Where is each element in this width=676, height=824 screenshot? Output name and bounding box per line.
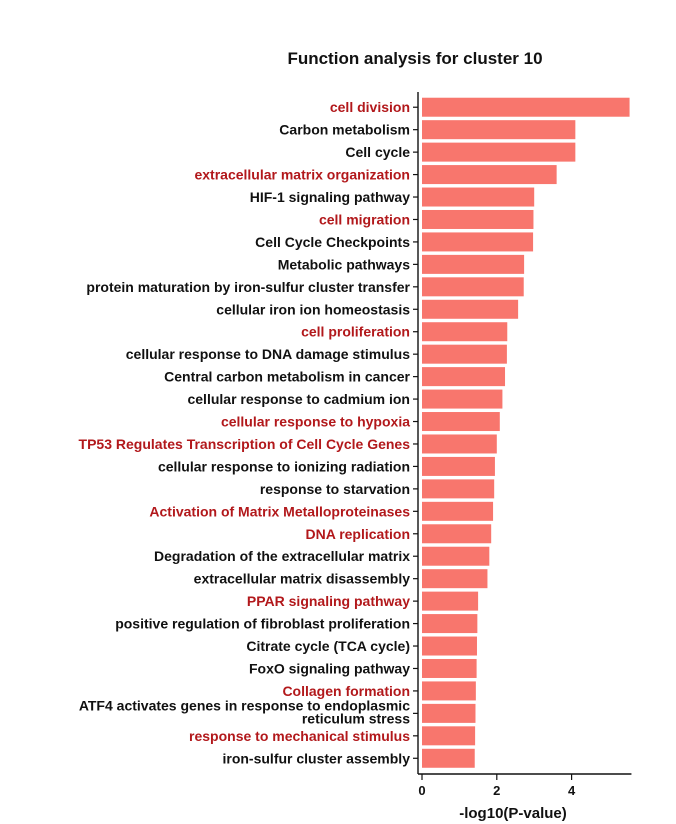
category-label: Degradation of the extracellular matrix <box>154 548 410 564</box>
category-label: ATF4 activates genes in response to endo… <box>79 697 410 726</box>
bar <box>422 591 479 611</box>
bar <box>422 322 508 342</box>
category-label: HIF-1 signaling pathway <box>250 189 410 205</box>
chart-title: Function analysis for cluster 10 <box>287 49 542 68</box>
category-label: Carbon metabolism <box>279 122 410 138</box>
category-label: cell proliferation <box>301 324 410 340</box>
x-tick-label: 0 <box>418 783 425 798</box>
category-label: extracellular matrix disassembly <box>194 571 411 587</box>
bar <box>422 209 534 229</box>
bar <box>422 658 477 678</box>
category-label: response to mechanical stimulus <box>189 728 410 744</box>
bar <box>422 479 495 499</box>
bar <box>422 299 519 319</box>
category-label: cellular response to hypoxia <box>221 414 410 430</box>
bar <box>422 681 476 701</box>
category-label: cellular iron ion homeostasis <box>216 301 410 317</box>
category-label: FoxO signaling pathway <box>249 660 410 676</box>
bar <box>422 165 557 185</box>
bar <box>422 232 534 252</box>
category-label: Central carbon metabolism in cancer <box>164 369 410 385</box>
bar <box>422 412 500 432</box>
bar <box>422 344 507 364</box>
bar <box>422 389 503 409</box>
category-label: cell migration <box>319 211 410 227</box>
bar <box>422 456 495 476</box>
category-label: cell division <box>330 99 410 115</box>
category-label: PPAR signaling pathway <box>247 593 410 609</box>
bar <box>422 120 576 140</box>
bar <box>422 748 475 768</box>
category-label: Cell Cycle Checkpoints <box>255 234 410 250</box>
bar <box>422 367 506 387</box>
bar <box>422 524 492 544</box>
category-label: Metabolic pathways <box>278 256 410 272</box>
category-label: Cell cycle <box>345 144 410 160</box>
bar <box>422 277 524 297</box>
bar <box>422 434 497 454</box>
x-tick-label: 2 <box>493 783 500 798</box>
category-label: extracellular matrix organization <box>194 167 410 183</box>
axes-group: 0 2 4 <box>413 92 632 798</box>
category-label: response to starvation <box>260 481 410 497</box>
x-axis-label: -log10(P-value) <box>459 805 567 822</box>
bar <box>422 187 535 207</box>
bar <box>422 569 488 589</box>
category-label: cellular response to DNA damage stimulus <box>126 346 410 362</box>
bars-group <box>422 97 630 768</box>
category-label: protein maturation by iron-sulfur cluste… <box>86 279 410 295</box>
category-label: cellular response to cadmium ion <box>187 391 410 407</box>
bar <box>422 97 630 117</box>
category-labels: cell division Carbon metabolism Cell cycle… <box>79 99 411 766</box>
bar <box>422 142 576 162</box>
bar <box>422 614 478 634</box>
category-label: cellular response to ionizing radiation <box>158 458 410 474</box>
bar <box>422 703 476 723</box>
category-label: positive regulation of fibroblast prolif… <box>115 616 410 632</box>
bar <box>422 254 525 274</box>
bar <box>422 501 494 521</box>
category-label: DNA replication <box>306 526 411 542</box>
category-label: iron-sulfur cluster assembly <box>222 750 410 766</box>
bar <box>422 636 477 656</box>
bar <box>422 726 476 746</box>
x-tick-label: 4 <box>568 783 576 798</box>
category-label: Citrate cycle (TCA cycle) <box>246 638 410 654</box>
category-label: Activation of Matrix Metalloproteinases <box>149 503 410 519</box>
bar <box>422 546 490 566</box>
category-label: TP53 Regulates Transcription of Cell Cyc… <box>79 436 411 452</box>
category-label: Collagen formation <box>282 683 410 699</box>
